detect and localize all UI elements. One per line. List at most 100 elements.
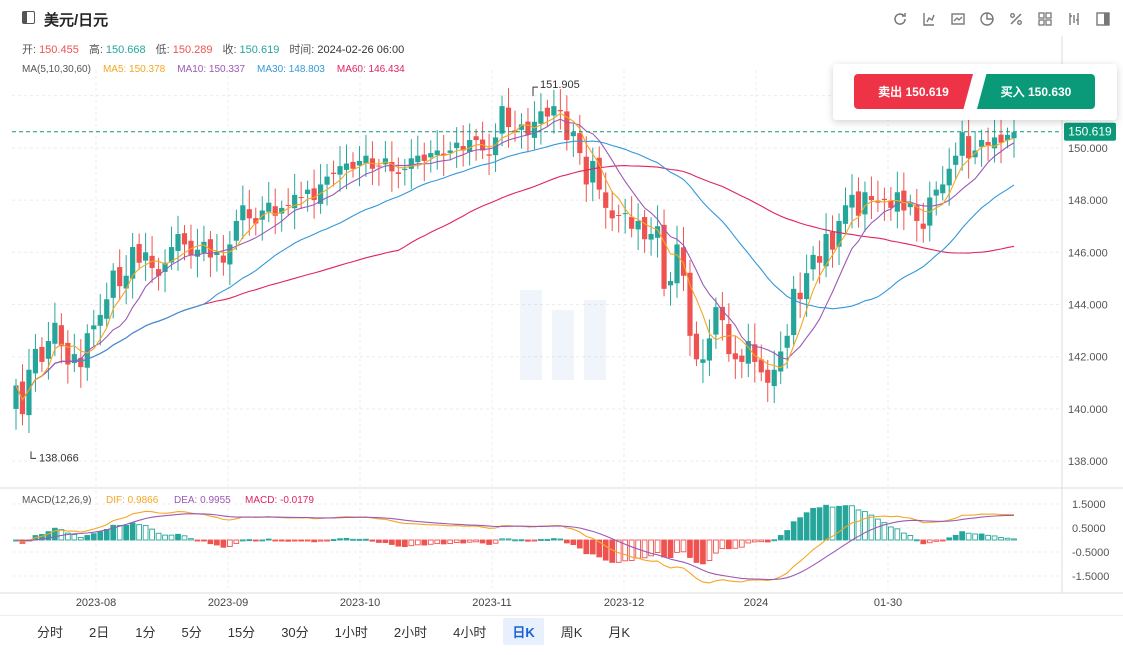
candle-body [726,324,732,355]
low-annotation: 138.066 [39,452,79,464]
macd-bar [233,539,240,544]
candle [667,271,674,306]
timeframe-11[interactable]: 月K [608,625,631,640]
candle-body [214,252,220,255]
candle [849,174,855,229]
candle [823,213,829,278]
candle-body [551,106,557,116]
timeframe-8[interactable]: 4小时 [453,625,487,640]
macd-bar [175,533,181,541]
candle [797,272,803,318]
indicator-icon[interactable] [1063,8,1084,29]
candle [505,88,512,148]
candle [829,215,836,268]
macd-bar [71,534,78,541]
candle-body [823,234,829,267]
candle-body [285,204,291,206]
macd-bar [440,539,447,545]
macd-bar [648,539,654,557]
timeframe-5[interactable]: 30分 [281,625,309,640]
candle [804,254,810,317]
timeframe-7[interactable]: 2小时 [393,625,428,640]
candle-body [415,155,421,163]
candle-body [888,200,894,208]
candle [39,337,45,373]
macd-bar [797,517,803,541]
candlestick-chart[interactable]: 152.000150.000148.000146.000144.000142.0… [0,0,1123,615]
panel-icon[interactable] [1092,8,1113,29]
percent-icon[interactable] [1005,8,1026,29]
candle-body [791,288,797,336]
price-tick-label: 142.000 [1068,352,1108,364]
macd-bar [460,539,467,544]
time-field: 时间: 2024-02-26 06:00 [289,44,405,56]
dif-legend: DIF: 0.9866 [106,495,159,506]
chart-type-icon[interactable] [947,8,968,29]
sidebar-toggle-icon[interactable] [22,11,35,24]
candle-body [117,267,123,287]
candle-body [629,216,635,229]
macd-bar [726,539,732,550]
candle-body [356,160,363,166]
candle-body [272,206,278,216]
macd-bar [291,539,298,542]
buy-button[interactable]: 买入 150.630 [977,74,1095,109]
macd-bar [505,538,512,541]
timeframe-9[interactable]: 日K [503,618,544,645]
timeframe-10[interactable]: 周K [560,625,583,640]
macd-bar [350,538,356,541]
macd-bar [674,539,680,553]
candle-body [907,202,913,208]
candle-body [266,202,272,212]
candle-body [797,292,803,300]
timeframe-1[interactable]: 2日 [89,625,110,640]
macd-bar [939,539,946,542]
candle [143,232,149,281]
macd-bar [538,539,544,541]
macd-bar [596,539,603,558]
candle [97,294,103,346]
candle-body [525,121,531,135]
candle-body [966,136,972,159]
timeframe-2[interactable]: 1分 [135,625,156,640]
candle [791,275,797,345]
candle-body [207,239,214,258]
macd-bar [337,538,343,541]
candle-body [778,351,784,372]
candle-body [531,121,538,138]
candle [136,233,142,270]
candle [654,205,661,258]
candle-body [642,217,648,240]
sell-button[interactable]: 卖出 150.619 [854,74,973,109]
candle-body [467,140,473,152]
price-tick-label: 138.000 [1068,456,1108,468]
candle-body [408,158,414,169]
candle-body [953,155,959,165]
pie-icon[interactable] [976,8,997,29]
candle [700,339,706,383]
candle-body [337,166,343,175]
grid-icon[interactable] [1034,8,1055,29]
macd-bar [790,521,797,541]
candle-body [447,150,453,153]
timeframe-0[interactable]: 分时 [37,625,64,640]
candle [479,121,486,160]
candle-body [428,153,434,158]
draw-icon[interactable] [918,8,939,29]
macd-bar [116,525,123,541]
close-field: 收: 150.619 [222,44,280,56]
candle-body [985,142,991,146]
candle-body [836,220,842,247]
candle [531,101,538,150]
timeframe-4[interactable]: 15分 [227,625,256,640]
high-annotation-arrow [532,86,538,97]
candle [356,146,363,187]
timeframe-6[interactable]: 1小时 [334,625,368,640]
macd-bar [628,539,635,561]
candle [104,282,110,327]
candle-body [330,172,337,174]
timeframe-3[interactable]: 5分 [181,625,202,640]
ma60-value: MA60: 146.434 [336,64,405,75]
refresh-icon[interactable] [889,8,910,29]
candle [687,260,693,356]
